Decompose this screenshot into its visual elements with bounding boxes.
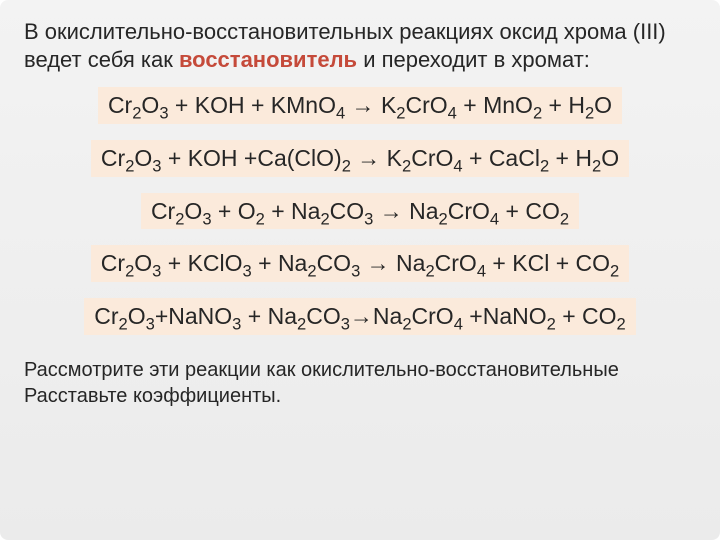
- subscript: 3: [202, 209, 211, 228]
- equation-4: Cr2O3 + KClO3 + Na2CO3 → Na2CrO4 + KCl +…: [91, 245, 629, 282]
- subscript: 4: [448, 104, 457, 123]
- subscript: 3: [152, 156, 161, 175]
- subscript: 2: [439, 209, 448, 228]
- subscript: 2: [425, 262, 434, 281]
- equation-3: Cr2O3 + O2 + Na2CO3 → Na2CrO4 + CO2: [141, 193, 579, 230]
- subscript: 2: [560, 209, 569, 228]
- subscript: 2: [617, 315, 626, 334]
- equation-1: Cr2O3 + KOH + KMnO4 → K2CrO4 + MnO2 + H2…: [98, 87, 622, 124]
- subscript: 2: [320, 209, 329, 228]
- subscript: 3: [159, 104, 168, 123]
- subscript: 2: [540, 156, 549, 175]
- subscript: 2: [533, 104, 542, 123]
- subscript: 3: [232, 315, 241, 334]
- subscript: 3: [341, 315, 350, 334]
- subscript: 2: [307, 262, 316, 281]
- subscript: 2: [396, 104, 405, 123]
- subscript: 2: [256, 209, 265, 228]
- outro-line1: Рассмотрите эти реакции как окислительно…: [24, 359, 619, 381]
- intro-part2: и переходит в хромат:: [357, 47, 590, 72]
- subscript: 4: [490, 209, 499, 228]
- equation-5: Cr2O3+NaNO3 + Na2CO3→Na2CrO4 +NaNO2 + CO…: [84, 298, 636, 335]
- subscript: 3: [364, 209, 373, 228]
- subscript: 4: [454, 315, 463, 334]
- subscript: 2: [125, 156, 134, 175]
- subscript: 2: [585, 104, 594, 123]
- equations-list: Cr2O3 + KOH + KMnO4 → K2CrO4 + MnO2 + H2…: [24, 87, 696, 335]
- subscript: 2: [342, 156, 351, 175]
- subscript: 4: [477, 262, 486, 281]
- subscript: 2: [132, 104, 141, 123]
- outro-paragraph: Рассмотрите эти реакции как окислительно…: [24, 357, 696, 409]
- subscript: 2: [402, 315, 411, 334]
- subscript: 2: [547, 315, 556, 334]
- subscript: 2: [119, 315, 128, 334]
- subscript: 3: [351, 262, 360, 281]
- outro-line2: Расставьте коэффициенты.: [24, 385, 281, 407]
- equation-2: Cr2O3 + KOH +Ca(ClO)2 → K2CrO4 + CaCl2 +…: [91, 140, 629, 177]
- subscript: 2: [125, 262, 134, 281]
- intro-paragraph: В окислительно-восстановительных реакция…: [24, 18, 696, 73]
- subscript: 3: [152, 262, 161, 281]
- subscript: 2: [402, 156, 411, 175]
- subscript: 2: [297, 315, 306, 334]
- subscript: 2: [175, 209, 184, 228]
- subscript: 3: [243, 262, 252, 281]
- subscript: 4: [453, 156, 462, 175]
- subscript: 3: [146, 315, 155, 334]
- intro-accent: восстановитель: [179, 47, 357, 72]
- subscript: 2: [592, 156, 601, 175]
- subscript: 4: [336, 104, 345, 123]
- slide: В окислительно-восстановительных реакция…: [0, 0, 720, 540]
- subscript: 2: [610, 262, 619, 281]
